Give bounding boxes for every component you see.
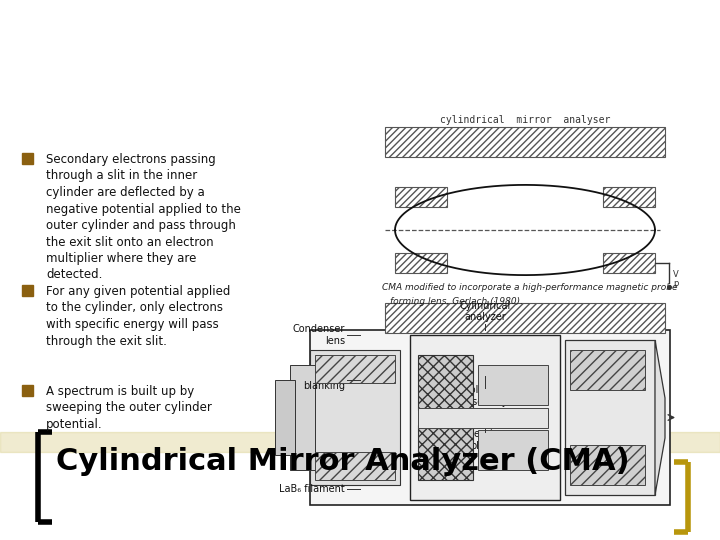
Bar [478,430,548,470]
Bar [418,408,548,428]
Text: cylindrical  mirror  analyser: cylindrical mirror analyser [440,115,610,125]
Text: LaB₆ filament: LaB₆ filament [279,484,345,494]
Bar [478,365,548,405]
Bar [22,385,33,396]
Bar [290,365,315,470]
Bar [275,380,295,455]
Bar [395,187,447,207]
Text: A spectrum is built up by
sweeping the outer cylinder
potential.: A spectrum is built up by sweeping the o… [46,385,212,431]
Bar [570,350,645,390]
Polygon shape [655,340,665,495]
Text: Cylindrical Mirror Analyzer (CMA): Cylindrical Mirror Analyzer (CMA) [56,448,629,476]
Bar [570,445,645,485]
Bar [310,330,670,505]
Text: Cylindrical
analyzer: Cylindrical analyzer [459,301,510,322]
Bar [315,355,395,383]
Text: Collector
assembly: Collector assembly [462,386,508,407]
Text: For any given potential applied
to the cylinder, only electrons
with specific en: For any given potential applied to the c… [46,285,230,348]
Bar [310,350,400,485]
Bar [603,187,655,207]
Bar [385,303,665,333]
Bar [395,253,447,273]
Bar [410,335,560,500]
Bar [22,285,33,296]
Text: V
p: V p [673,271,679,288]
Bar [603,253,655,273]
Bar [418,425,473,480]
Text: forming lens, Gerlach (1980).: forming lens, Gerlach (1980). [390,298,523,307]
Bar [22,153,33,164]
Text: Steering
plates: Steering plates [464,429,505,450]
Bar [0,432,720,452]
Bar [315,452,395,480]
Text: Beam
blanking: Beam blanking [303,369,345,390]
Text: CMA modified to incorporate a high-performance magnetic probe: CMA modified to incorporate a high-perfo… [382,284,678,293]
Text: Condenser
lens: Condenser lens [292,325,345,346]
Text: Secondary electrons passing
through a slit in the inner
cylinder are deflected b: Secondary electrons passing through a sl… [46,153,241,281]
Bar [418,355,473,410]
Bar [565,340,655,495]
Bar [385,127,665,157]
